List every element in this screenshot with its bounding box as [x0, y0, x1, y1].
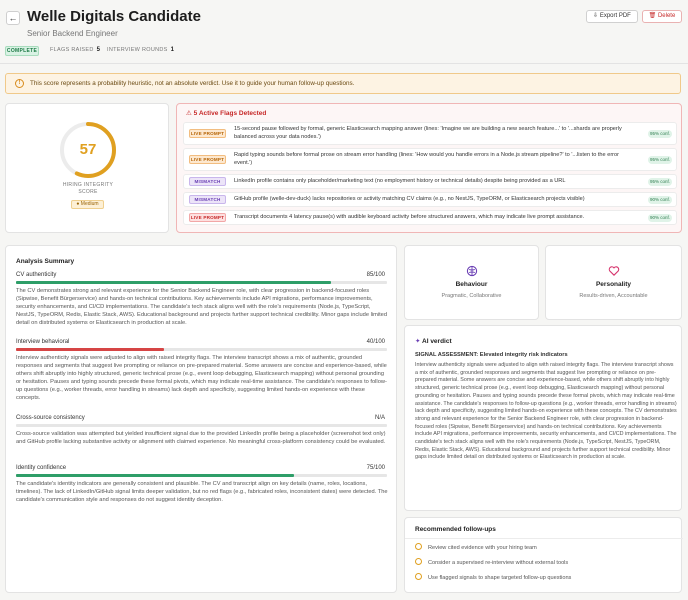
followups-title: Recommended follow-ups	[415, 526, 496, 533]
section-body: The candidate's identity indicators are …	[16, 481, 388, 504]
section-label: Interview behavioral	[16, 339, 70, 345]
flag-type-badge: LIVE PROMPT	[189, 213, 226, 222]
flag-row[interactable]: LIVE PROMPT Rapid typing sounds before f…	[183, 148, 677, 171]
interview-rounds-stat: INTERVIEW ROUNDS 1	[107, 47, 175, 53]
score-bar	[16, 424, 387, 427]
score-value: 57	[79, 141, 97, 158]
header-divider	[0, 63, 688, 64]
section-body: Interview authenticity signals were adju…	[16, 355, 387, 402]
ai-verdict-card: ✦ AI verdict SIGNAL ASSESSMENT: Elevated…	[404, 325, 682, 511]
followup-item: Review cited evidence with your hiring t…	[415, 543, 537, 551]
flag-description: Transcript documents 4 latency pause(s) …	[234, 214, 585, 220]
confidence-badge: 90% conf.	[648, 214, 672, 222]
score-bar	[16, 281, 387, 284]
flag-description: GitHub profile (welle-dev-duck) lacks re…	[234, 196, 585, 202]
heuristic-warning-banner: ! This score represents a probability he…	[5, 73, 681, 94]
section-score: 40/100	[366, 339, 385, 345]
flag-type-badge: LIVE PROMPT	[189, 155, 226, 164]
delete-button[interactable]: 🗑 Delete	[642, 10, 682, 23]
analysis-title: Analysis Summary	[16, 258, 75, 265]
flag-row[interactable]: MISMATCH LinkedIn profile contains only …	[183, 174, 677, 189]
flag-description: Rapid typing sounds before formal prose …	[234, 152, 620, 166]
sparkle-icon: ✦	[415, 338, 423, 345]
personality-title: Personality	[595, 281, 632, 288]
flags-raised-stat: FLAGS RAISED 5	[50, 47, 101, 53]
personality-subtitle: Results-driven, Accountable	[579, 293, 648, 299]
score-bar-fill	[16, 348, 165, 351]
section-label: Cross-source consistency	[16, 415, 85, 421]
warning-icon: !	[15, 79, 24, 88]
flag-row[interactable]: LIVE PROMPT 15-second pause followed by …	[183, 122, 677, 145]
section-label: CV authenticity	[16, 272, 57, 278]
behaviour-title: Behaviour	[455, 281, 488, 288]
confidence-badge: 95% conf.	[648, 130, 672, 138]
flag-type-badge: LIVE PROMPT	[189, 129, 226, 138]
flag-description: 15-second pause followed by formal, gene…	[234, 126, 622, 140]
risk-level-badge: ● Medium	[71, 200, 104, 209]
status-badge: COMPLETE	[5, 46, 39, 56]
score-gauge	[60, 122, 116, 178]
section-score: 85/100	[366, 272, 385, 278]
page-title: Welle Digitals Candidate	[27, 8, 201, 25]
warning-text: This score represents a probability heur…	[30, 80, 355, 87]
circle-icon	[415, 558, 422, 565]
brain-icon	[405, 265, 538, 280]
confidence-badge: 90% conf.	[648, 196, 672, 204]
score-label: HIRING INTEGRITY SCORE	[62, 182, 114, 195]
verdict-body: Interview authenticity signals were adju…	[415, 362, 677, 461]
flag-row[interactable]: LIVE PROMPT Transcript documents 4 laten…	[183, 210, 677, 225]
followup-item: Use flagged signals to shape targeted fo…	[415, 573, 571, 581]
section-score: 75/100	[366, 465, 385, 471]
circle-icon	[415, 573, 422, 580]
flags-title: ⚠ 5 Active Flags Detected	[186, 110, 267, 117]
score-bar-fill	[16, 474, 295, 477]
analysis-summary-card: Analysis Summary CV authenticity 85/100 …	[5, 245, 397, 593]
score-bar	[16, 348, 387, 351]
signal-assessment: SIGNAL ASSESSMENT: Elevated integrity ri…	[415, 352, 568, 358]
active-flags-panel: ⚠ 5 Active Flags Detected LIVE PROMPT 15…	[176, 103, 682, 233]
flag-row[interactable]: MISMATCH GitHub profile (welle-dev-duck)…	[183, 192, 677, 207]
followup-item: Consider a supervised re-interview witho…	[415, 558, 568, 566]
score-bar	[16, 474, 387, 477]
personality-card: Personality Results-driven, Accountable	[545, 245, 682, 320]
ai-verdict-heading: ✦ AI verdict	[415, 338, 452, 345]
score-bar-fill	[16, 281, 332, 284]
confidence-badge: 95% conf.	[648, 178, 672, 186]
section-score: N/A	[374, 415, 385, 421]
followups-divider	[405, 538, 683, 539]
heart-icon	[546, 265, 681, 280]
export-pdf-button[interactable]: ⇩ Export PDF	[586, 10, 638, 23]
flag-type-badge: MISMATCH	[189, 177, 226, 186]
back-button[interactable]: ←	[6, 11, 20, 25]
behaviour-subtitle: Pragmatic, Collaborative	[441, 293, 502, 299]
section-label: Identity confidence	[16, 465, 67, 471]
page-subtitle: Senior Backend Engineer	[27, 29, 118, 38]
arrow-left-icon: ←	[8, 13, 18, 23]
followups-card: Recommended follow-ups Review cited evid…	[404, 517, 683, 593]
confidence-badge: 95% conf.	[648, 156, 672, 164]
behaviour-card: Behaviour Pragmatic, Collaborative	[404, 245, 539, 320]
flag-type-badge: MISMATCH	[189, 195, 226, 204]
circle-icon	[415, 543, 422, 550]
section-body: Cross-source validation was attempted bu…	[16, 431, 386, 446]
flag-description: LinkedIn profile contains only placehold…	[234, 178, 566, 184]
section-body: The CV demonstrates strong and relevant …	[16, 288, 388, 327]
integrity-score-card: 57 HIRING INTEGRITY SCORE ● Medium	[5, 103, 169, 233]
